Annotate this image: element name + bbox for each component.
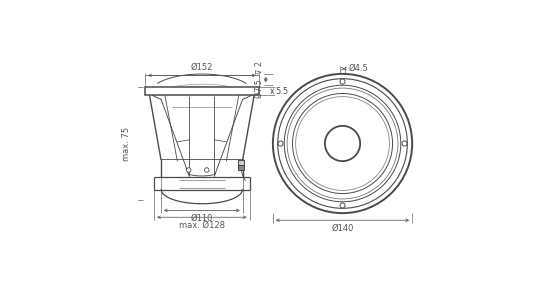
Bar [238, 165, 244, 170]
Circle shape [402, 141, 407, 146]
Circle shape [186, 168, 191, 172]
Text: max. 75: max. 75 [122, 127, 131, 160]
Text: max. Ø128: max. Ø128 [179, 221, 225, 230]
Circle shape [340, 79, 345, 84]
Text: Ø152: Ø152 [190, 63, 213, 71]
Text: Ø140: Ø140 [332, 224, 354, 233]
Text: Ø4.5: Ø4.5 [348, 64, 368, 73]
Circle shape [278, 141, 283, 146]
Circle shape [340, 203, 345, 208]
Text: Ø7.5  ⊽ 2: Ø7.5 ⊽ 2 [254, 61, 264, 98]
Circle shape [204, 168, 209, 172]
Bar [238, 160, 244, 165]
FancyBboxPatch shape [145, 87, 259, 95]
Text: Ø110: Ø110 [190, 214, 213, 223]
Text: 5.5: 5.5 [275, 87, 288, 96]
